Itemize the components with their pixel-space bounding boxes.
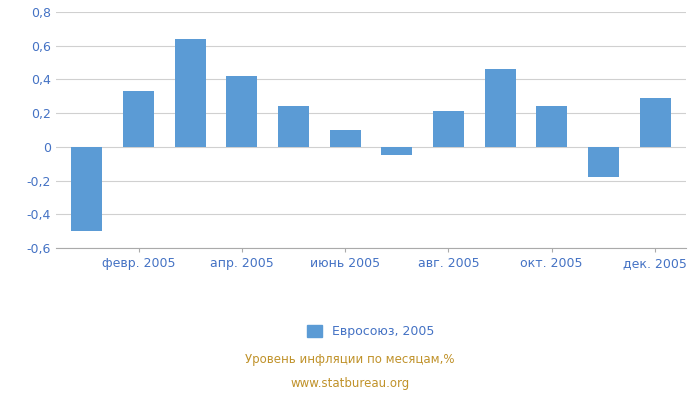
Bar — [640, 98, 671, 147]
Bar — [382, 147, 412, 155]
Bar — [123, 91, 154, 147]
Bar — [536, 106, 567, 147]
Bar — [278, 106, 309, 147]
Bar — [484, 69, 516, 147]
Bar — [175, 39, 206, 147]
Text: Уровень инфляции по месяцам,%: Уровень инфляции по месяцам,% — [245, 354, 455, 366]
Text: www.statbureau.org: www.statbureau.org — [290, 378, 410, 390]
Bar — [588, 147, 619, 177]
Bar — [71, 147, 102, 231]
Legend: Евросоюз, 2005: Евросоюз, 2005 — [302, 320, 440, 343]
Bar — [226, 76, 258, 147]
Bar — [433, 112, 464, 147]
Bar — [330, 130, 360, 147]
